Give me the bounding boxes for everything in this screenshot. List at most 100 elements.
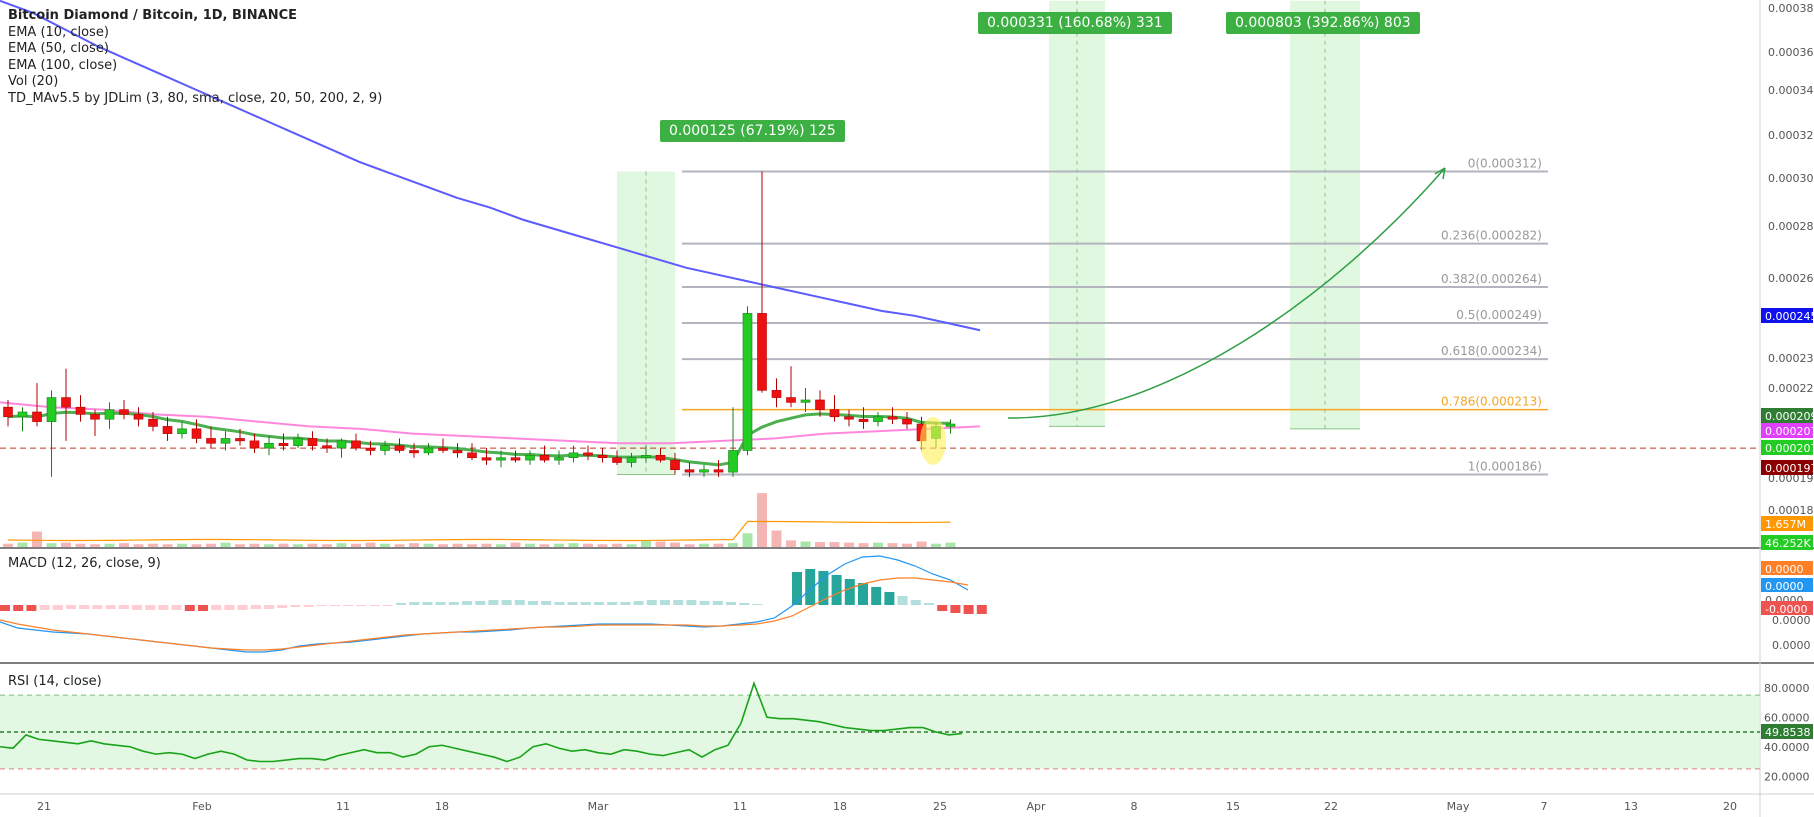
volume-bar bbox=[757, 493, 767, 547]
candle-body bbox=[322, 445, 332, 449]
fib-level-label-1: 0.236(0.000282) bbox=[1441, 229, 1542, 243]
indicator-td-ma: TD_MAv5.5 by JDLim (3, 80, sma, close, 2… bbox=[8, 90, 383, 106]
macd-histogram-bar bbox=[541, 601, 552, 605]
candle-body bbox=[902, 418, 912, 425]
candle-body bbox=[713, 469, 724, 473]
macd-histogram-bar bbox=[462, 601, 472, 605]
candle bbox=[742, 306, 753, 456]
candle-body bbox=[815, 399, 825, 410]
volume-bar bbox=[699, 543, 709, 547]
macd-histogram-bar bbox=[264, 605, 274, 609]
macd-histogram-bar bbox=[607, 602, 618, 605]
price-tag-label: 1.657M bbox=[1765, 518, 1806, 531]
macd-histogram-bar bbox=[435, 602, 446, 605]
macd-histogram-bar bbox=[897, 596, 908, 605]
macd-histogram-bar bbox=[409, 602, 420, 605]
macd-histogram-bar bbox=[211, 605, 222, 610]
macd-histogram-bar bbox=[950, 605, 961, 613]
macd-histogram-bar bbox=[105, 605, 116, 609]
volume-bar bbox=[771, 530, 782, 547]
volume-bar bbox=[351, 543, 361, 547]
volume-bar bbox=[452, 543, 463, 547]
volume-bar bbox=[539, 544, 550, 547]
macd-tag-label: 0.0000 bbox=[1765, 563, 1804, 576]
candle-body bbox=[481, 457, 492, 461]
candle bbox=[264, 436, 274, 456]
candle-body bbox=[3, 406, 13, 418]
indicator-ema100: EMA (100, close) bbox=[8, 57, 118, 73]
rsi-current-label: 49.8538 bbox=[1765, 726, 1811, 739]
volume-bar bbox=[467, 544, 477, 547]
candle bbox=[626, 452, 637, 468]
range-badge-1: 0.000125 (67.19%) 125 bbox=[660, 120, 845, 142]
volume-bar bbox=[220, 542, 231, 547]
macd-histogram-bar bbox=[726, 602, 736, 605]
candle-body bbox=[32, 411, 42, 422]
macd-histogram-bar bbox=[488, 600, 499, 605]
candle bbox=[162, 416, 173, 441]
candle-body bbox=[119, 409, 129, 415]
time-tick-label: 11 bbox=[336, 800, 350, 813]
volume-bar bbox=[235, 544, 245, 547]
volume-bar bbox=[278, 543, 289, 547]
time-tick-label: 11 bbox=[733, 800, 747, 813]
fib-level-label-0: 0(0.000312) bbox=[1468, 157, 1542, 171]
volume-bar bbox=[365, 542, 376, 547]
candle-body bbox=[786, 397, 796, 403]
volume-bar bbox=[46, 543, 57, 547]
candle bbox=[133, 407, 144, 427]
time-tick-label: 25 bbox=[933, 800, 947, 813]
volume-bar bbox=[829, 542, 840, 547]
volume-bar bbox=[17, 542, 28, 547]
candle-body bbox=[365, 447, 376, 451]
macd-histogram-bar bbox=[171, 605, 182, 610]
macd-tag-bg bbox=[1761, 601, 1813, 615]
volume-bar bbox=[264, 544, 274, 547]
candle-body bbox=[162, 426, 173, 434]
macd-histogram-bar bbox=[567, 602, 578, 605]
macd-histogram-bar bbox=[118, 605, 129, 609]
rsi-line bbox=[0, 680, 963, 763]
time-tick-label: 18 bbox=[435, 800, 449, 813]
time-tick-label: 13 bbox=[1624, 800, 1638, 813]
candle bbox=[684, 462, 695, 477]
macd-histogram-bar bbox=[422, 602, 433, 605]
candle-body bbox=[583, 452, 593, 456]
volume-bar bbox=[307, 543, 318, 547]
candle bbox=[786, 366, 796, 408]
volume-bar bbox=[394, 544, 405, 547]
macd-tag-bg bbox=[1761, 578, 1813, 592]
candle-body bbox=[17, 411, 28, 418]
macd-histogram-bar bbox=[237, 605, 248, 610]
macd-histogram-bar bbox=[290, 605, 301, 607]
candle bbox=[844, 409, 854, 427]
candle-body bbox=[684, 469, 695, 473]
candle bbox=[829, 395, 840, 422]
macd-histogram-bar bbox=[937, 605, 948, 611]
time-tick-label: Feb bbox=[192, 800, 211, 813]
candle-body bbox=[510, 457, 521, 461]
candle-body bbox=[293, 438, 303, 446]
candle-body bbox=[61, 397, 71, 408]
projection-arrow-curve bbox=[1007, 167, 1446, 419]
macd-histogram-bar bbox=[303, 605, 314, 607]
volume-bar bbox=[380, 543, 390, 547]
candle bbox=[858, 407, 869, 429]
candle-body bbox=[336, 440, 347, 449]
candle bbox=[104, 402, 115, 429]
volume-bar bbox=[525, 543, 535, 547]
candle-body bbox=[46, 397, 57, 422]
price-tag-bg bbox=[1761, 408, 1813, 423]
candle bbox=[699, 464, 709, 477]
macd-histogram-bar bbox=[448, 602, 459, 605]
ema50-line bbox=[0, 401, 981, 445]
candle bbox=[307, 431, 318, 451]
macd-signal-line bbox=[0, 577, 969, 651]
volume-bar bbox=[148, 543, 158, 547]
macd-histogram-bar bbox=[858, 583, 868, 605]
candle-body bbox=[496, 457, 506, 461]
